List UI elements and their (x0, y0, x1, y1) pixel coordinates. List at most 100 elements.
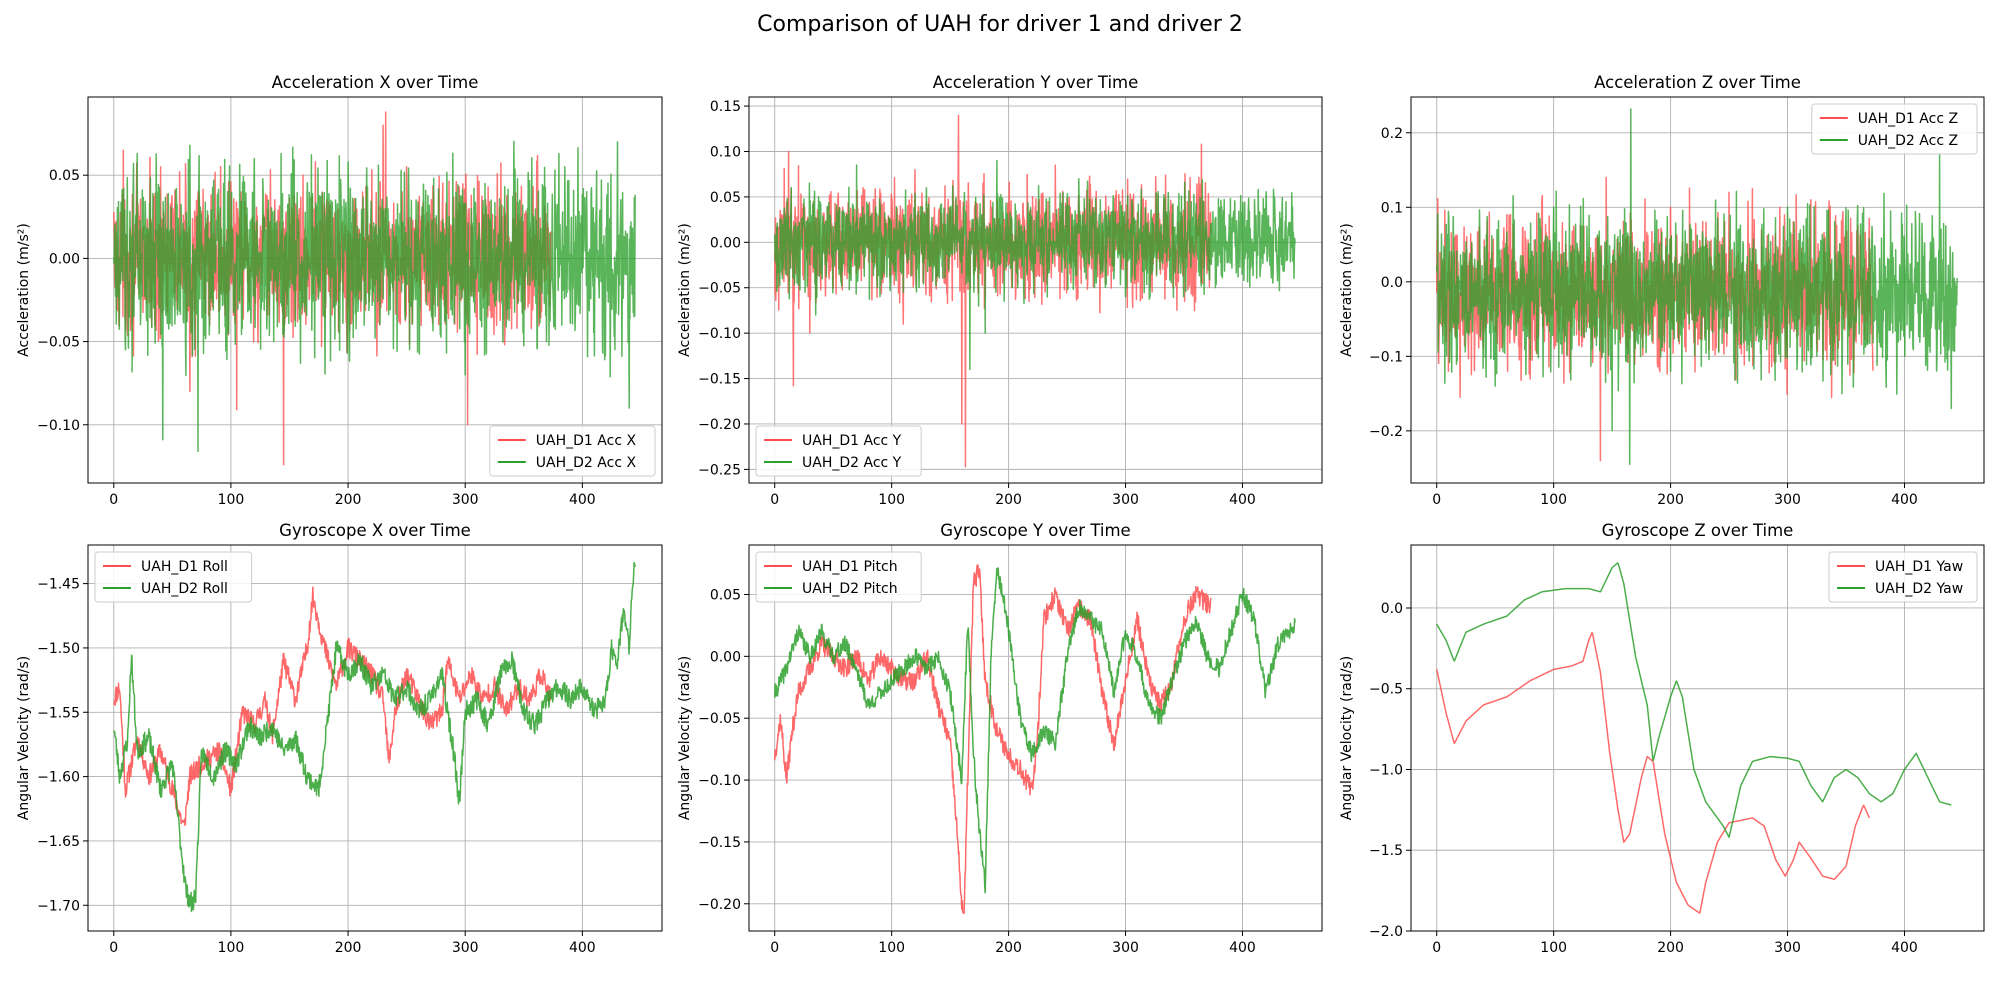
legend-label: UAH_D1 Acc X (536, 433, 637, 449)
x-tick-label: 0 (109, 940, 118, 956)
series-line-d2 (113, 561, 636, 913)
x-tick-label: 0 (1432, 940, 1441, 956)
legend-label: UAH_D2 Pitch (802, 581, 898, 597)
y-tick-label: 0.2 (1381, 126, 1403, 142)
y-tick-label: −0.15 (698, 372, 741, 388)
y-tick-label: −1.5 (1369, 843, 1403, 859)
plot-frame (87, 96, 663, 484)
legend-label: UAH_D2 Acc X (536, 455, 637, 471)
plot-frame (748, 96, 1323, 484)
y-tick-label: −0.10 (698, 773, 741, 789)
x-tick-label: 100 (878, 940, 905, 956)
legend-box (94, 551, 253, 603)
y-tick-label: −0.10 (37, 418, 80, 434)
legend: UAH_D1 Acc Z UAH_D2 Acc Z (1811, 103, 1978, 155)
series-line-d2 (1436, 562, 1952, 839)
x-tick-label: 300 (452, 940, 479, 956)
plot-frame (748, 544, 1323, 932)
series-line-d2 (773, 567, 1296, 894)
x-tick-label: 400 (1891, 492, 1918, 508)
x-tick-label: 100 (218, 940, 245, 956)
series-group (1435, 562, 1952, 914)
series-group (773, 114, 1296, 468)
x-tick-label: 400 (1891, 940, 1918, 956)
y-tick-label: −1.65 (37, 834, 80, 850)
legend-box (1811, 103, 1978, 155)
series-group (113, 561, 636, 913)
chart-panel-1: 0 100 200 300 400 −0.10 −0.05 0.00 0.05 Accelerat… (16, 73, 663, 508)
x-tick-label: 200 (995, 940, 1022, 956)
y-tick-label: −0.05 (698, 281, 741, 297)
x-tick-label: 300 (1774, 492, 1801, 508)
series-line-d1 (1435, 632, 1871, 914)
y-axis-label: Acceleration (m/s²) (1339, 223, 1355, 357)
legend-box (755, 425, 922, 477)
x-tick-label: 200 (335, 940, 362, 956)
chart-panel-6: 0 100 200 300 400 −2.0 −1.5 −1.0 −0.5 0.0 Gyroscop… (1339, 521, 1985, 956)
x-tick-label: 300 (1774, 940, 1801, 956)
y-axis-label: Acceleration (m/s²) (677, 223, 693, 357)
y-axis-label: Angular Velocity (rad/s) (677, 656, 693, 820)
figure-title: Comparison of UAH for driver 1 and drive… (757, 12, 1243, 37)
x-tick-label: 400 (569, 492, 596, 508)
series-line-d1 (773, 114, 1212, 468)
legend-label: UAH_D1 Roll (141, 559, 228, 575)
y-tick-label: −1.70 (37, 898, 80, 914)
chart-panel-4: 0 100 200 300 400 −1.70 −1.65 −1.60 −1.55 −1.50 −1… (16, 521, 663, 956)
x-tick-label: 200 (995, 492, 1022, 508)
y-tick-label: 0.0 (1381, 601, 1403, 617)
panel-title: Gyroscope X over Time (279, 521, 471, 540)
y-tick-label: 0.05 (49, 168, 80, 184)
panel-title: Acceleration X over Time (272, 73, 479, 92)
y-tick-label: 0.05 (710, 190, 741, 206)
y-tick-label: −1.45 (37, 577, 80, 593)
y-tick-label: −0.5 (1369, 682, 1403, 698)
panel-title: Gyroscope Y over Time (940, 521, 1130, 540)
y-axis-label: Angular Velocity (rad/s) (1339, 656, 1355, 820)
y-tick-label: −2.0 (1369, 924, 1403, 940)
grid (749, 545, 1322, 931)
y-tick-label: 0.10 (710, 144, 741, 160)
legend: UAH_D1 Roll UAH_D2 Roll (94, 551, 253, 603)
x-tick-label: 0 (770, 940, 779, 956)
y-tick-label: −0.15 (698, 835, 741, 851)
plot-frame (1410, 96, 1985, 484)
plot-frame (1410, 544, 1985, 932)
legend-label: UAH_D2 Acc Z (1858, 133, 1958, 149)
legend-box (489, 425, 656, 477)
chart-panel-5: 0 100 200 300 400 −0.20 −0.15 −0.10 −0.05 0.00 0.0… (677, 521, 1323, 956)
y-tick-label: 0.15 (710, 99, 741, 115)
grid (1411, 545, 1984, 932)
x-tick-label: 300 (452, 492, 479, 508)
x-tick-label: 300 (1112, 940, 1139, 956)
y-tick-label: −0.05 (698, 711, 741, 727)
grid (88, 545, 662, 931)
legend-box (755, 551, 922, 603)
legend-label: UAH_D1 Acc Z (1858, 111, 1958, 127)
legend-label: UAH_D2 Roll (141, 581, 228, 597)
x-tick-label: 100 (218, 492, 245, 508)
series-line-d2 (113, 140, 636, 453)
x-tick-label: 200 (1657, 940, 1684, 956)
y-tick-label: 0.00 (710, 235, 741, 251)
legend-label: UAH_D1 Pitch (802, 559, 898, 575)
x-tick-label: 0 (1432, 492, 1441, 508)
x-tick-label: 100 (1540, 492, 1567, 508)
x-tick-label: 0 (109, 492, 118, 508)
x-tick-label: 400 (569, 940, 596, 956)
y-tick-label: −0.10 (698, 326, 741, 342)
legend-box (1828, 551, 1978, 603)
x-tick-label: 400 (1229, 940, 1256, 956)
y-tick-label: −0.20 (698, 897, 741, 913)
y-tick-label: 0.1 (1381, 200, 1403, 216)
series-line-d1 (113, 586, 552, 827)
series-line-d2 (773, 159, 1296, 371)
x-tick-label: 400 (1229, 492, 1256, 508)
panel-title: Gyroscope Z over Time (1602, 521, 1794, 540)
panel-title: Acceleration Z over Time (1594, 73, 1801, 92)
y-tick-label: 0.00 (49, 251, 80, 267)
plot-frame (87, 544, 663, 932)
series-group (1435, 108, 1958, 466)
x-tick-label: 0 (770, 492, 779, 508)
